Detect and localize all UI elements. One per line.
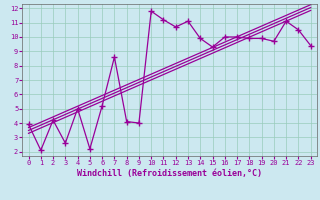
X-axis label: Windchill (Refroidissement éolien,°C): Windchill (Refroidissement éolien,°C) [77, 169, 262, 178]
